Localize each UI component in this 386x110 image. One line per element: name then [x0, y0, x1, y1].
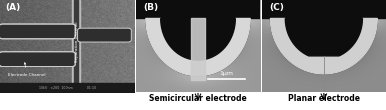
FancyBboxPatch shape: [0, 24, 75, 39]
Text: (C): (C): [269, 3, 284, 12]
Polygon shape: [136, 0, 260, 76]
Text: Separation Channel: Separation Channel: [74, 21, 79, 62]
Text: 10kV   ×200  100nm              01:10: 10kV ×200 100nm 01:10: [39, 86, 96, 90]
Text: (A): (A): [5, 3, 20, 12]
Text: Planar electrode: Planar electrode: [288, 94, 360, 103]
Text: (B): (B): [143, 3, 159, 12]
Polygon shape: [262, 0, 386, 74]
Text: Semicircular electrode: Semicircular electrode: [149, 94, 247, 103]
Polygon shape: [271, 18, 377, 74]
Text: Electrode Channel: Electrode Channel: [8, 63, 46, 77]
Polygon shape: [161, 18, 235, 60]
Text: 1μm: 1μm: [220, 71, 234, 76]
FancyBboxPatch shape: [0, 52, 75, 67]
Polygon shape: [285, 18, 362, 56]
Polygon shape: [146, 18, 250, 76]
FancyBboxPatch shape: [78, 28, 131, 42]
